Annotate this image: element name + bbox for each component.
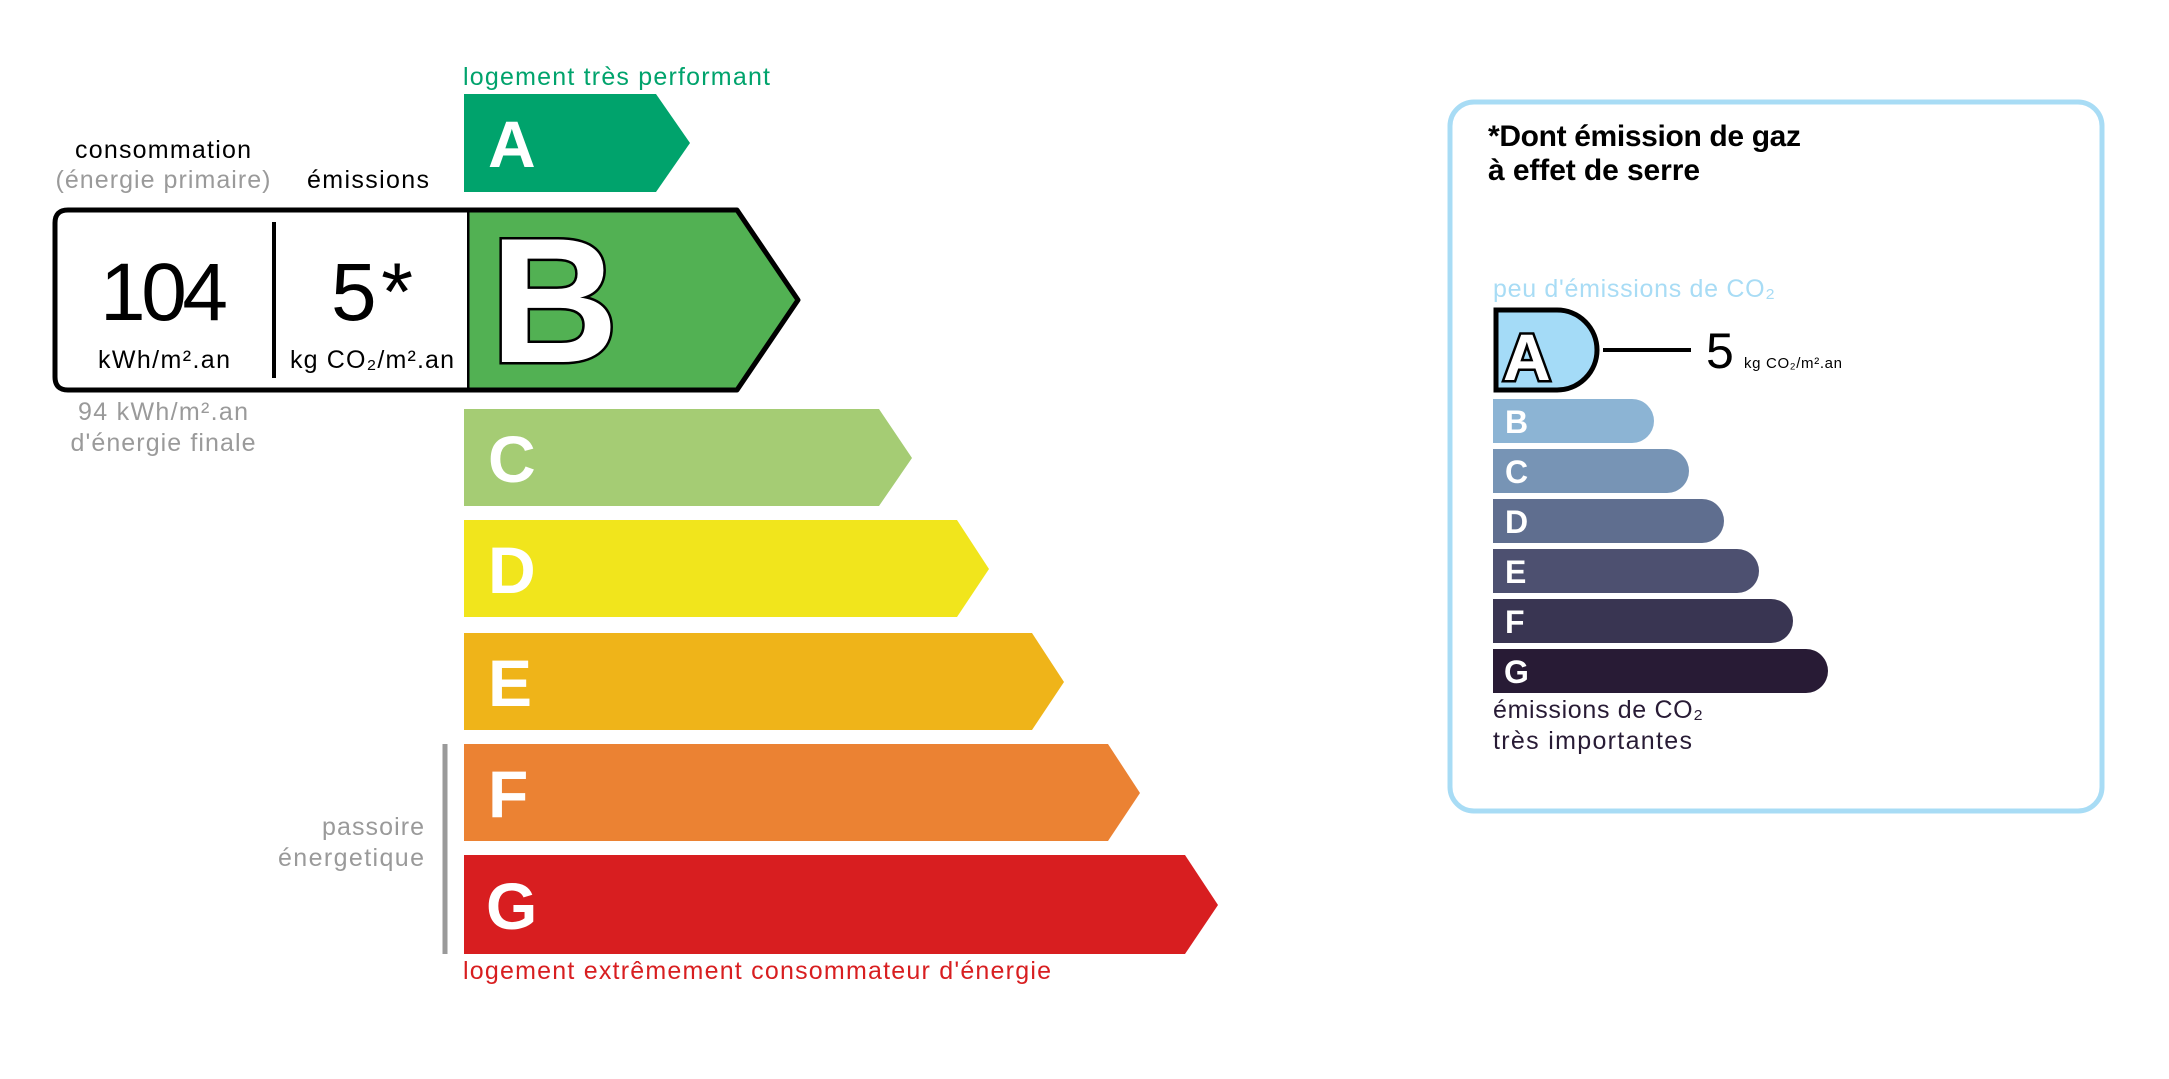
ges-letter-e: E bbox=[1505, 554, 1526, 590]
dpe-bar-a bbox=[464, 94, 690, 192]
emissions-unit: kg CO₂/m².an bbox=[290, 346, 454, 374]
ges-bar-c bbox=[1493, 449, 1689, 493]
dpe-scale: logement très performant A B C D E F G l… bbox=[463, 63, 1218, 985]
dpe-letter-g: G bbox=[486, 869, 537, 943]
ges-bar-a-current bbox=[1493, 307, 1600, 393]
ges-title-line2: à effet de serre bbox=[1488, 154, 1700, 187]
dpe-bottom-label: logement extrêmement consommateur d'éner… bbox=[463, 957, 1051, 985]
consumption-unit: kWh/m².an bbox=[98, 346, 230, 374]
ges-value: 5 bbox=[1706, 323, 1734, 379]
emissions-label: émissions bbox=[307, 166, 429, 194]
emissions-value: 5* bbox=[331, 247, 413, 338]
dpe-letter-e: E bbox=[488, 646, 532, 720]
dpe-letter-b: B bbox=[490, 201, 619, 400]
dpe-letter-d: D bbox=[488, 533, 536, 607]
ges-letter-b: B bbox=[1505, 404, 1528, 440]
dpe-value-box: consommation (énergie primaire) émission… bbox=[52, 136, 467, 457]
dpe-top-label: logement très performant bbox=[463, 63, 770, 91]
ges-letter-c: C bbox=[1505, 454, 1528, 490]
consumption-label: consommation bbox=[75, 136, 251, 164]
ges-bar-f bbox=[1493, 599, 1793, 643]
dpe-bar-e bbox=[464, 633, 1064, 730]
ges-top-label: peu d'émissions de CO₂ bbox=[1493, 275, 1775, 303]
ges-bar-e bbox=[1493, 549, 1759, 593]
ges-unit: kg CO₂/m².an bbox=[1744, 355, 1842, 372]
consumption-sub-label: (énergie primaire) bbox=[56, 166, 271, 194]
ges-bottom-label-line2: très importantes bbox=[1493, 727, 1692, 755]
ges-bottom-label-line1: émissions de CO₂ bbox=[1493, 696, 1703, 724]
dpe-letter-a: A bbox=[488, 107, 536, 181]
dpe-bar-g bbox=[464, 855, 1218, 954]
ges-title-line1: *Dont émission de gaz bbox=[1488, 120, 1801, 153]
value-box-frame bbox=[52, 207, 467, 393]
ges-bar-d bbox=[1493, 499, 1724, 543]
consumption-value: 104 bbox=[100, 247, 228, 338]
final-energy-label: d'énergie finale bbox=[71, 429, 256, 457]
passoire-indicator: passoire énergetique bbox=[278, 744, 448, 954]
passoire-label-line1: passoire bbox=[322, 813, 424, 841]
dpe-letter-f: F bbox=[488, 757, 528, 831]
ges-letter-g: G bbox=[1504, 654, 1529, 690]
final-energy-value: 94 kWh/m².an bbox=[78, 398, 248, 426]
ges-letter-a: A bbox=[1503, 320, 1551, 394]
ges-bar-b bbox=[1493, 399, 1654, 443]
ges-bar-g bbox=[1493, 649, 1828, 693]
dpe-letter-c: C bbox=[488, 422, 536, 496]
dpe-bar-f bbox=[464, 744, 1140, 841]
ges-panel: *Dont émission de gaz à effet de serre p… bbox=[1447, 99, 2105, 814]
passoire-label-line2: énergetique bbox=[278, 844, 424, 872]
dpe-bar-d bbox=[464, 520, 989, 617]
ges-letter-d: D bbox=[1505, 504, 1528, 540]
dpe-bar-c bbox=[464, 409, 912, 506]
ges-letter-f: F bbox=[1505, 604, 1525, 640]
